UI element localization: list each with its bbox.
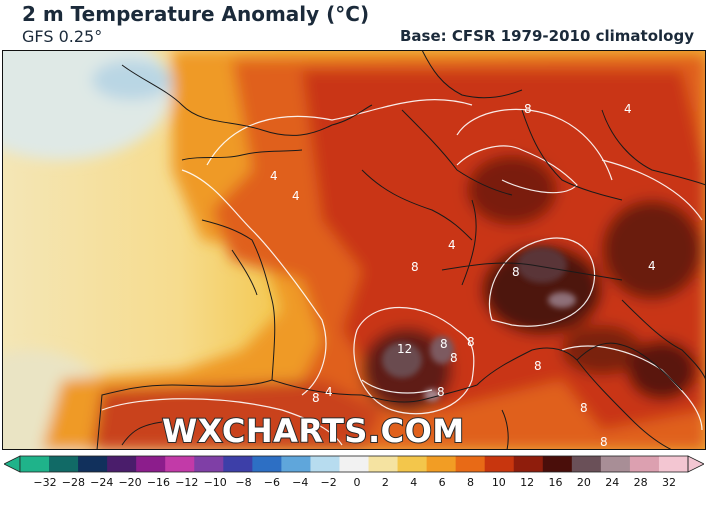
contour-label: 4 [648, 259, 656, 273]
colorbar-tick-label: 4 [410, 476, 418, 489]
contour-label: 8 [437, 385, 445, 399]
colorbar-tick-label: 16 [548, 476, 563, 489]
colorbar-swatch [542, 456, 573, 472]
contour-label: 8 [467, 335, 475, 349]
colorbar-swatch [281, 456, 311, 472]
anomaly-field: 4 4 4 4 4 4 8 8 8 8 8 8 8 8 8 8 8 12 WXC… [2, 50, 706, 450]
contour-label: 4 [292, 189, 300, 203]
colorbar-swatch [426, 456, 457, 472]
colorbar-tick-label: −16 [146, 476, 171, 489]
colorbar-swatch [629, 456, 660, 472]
contour-label: 8 [440, 337, 448, 351]
colorbar-tick-label: −24 [90, 476, 114, 489]
contour-label: 8 [600, 435, 608, 449]
colorbar-swatch [658, 456, 689, 472]
colorbar-swatch [136, 456, 166, 472]
colorbar-tick-label: −4 [292, 476, 309, 489]
colorbar-tick-label: 24 [605, 476, 620, 489]
colorbar-swatch [484, 456, 515, 472]
contour-label: 4 [325, 385, 333, 399]
colorbar-ticks: −32 −28 −24 −20 −16 −12 −10 −8 −6 −4 −2 0 2 4 6 8 10 12 16… [0, 476, 708, 496]
contour-labels: 4 4 4 4 4 4 8 8 8 8 8 8 8 8 8 8 8 12 [270, 102, 656, 449]
contour-label: 8 [450, 351, 458, 365]
colorbar-swatch [20, 456, 50, 472]
contour-label: 8 [580, 401, 588, 415]
colorbar-swatch [339, 456, 370, 472]
contour-label: 8 [534, 359, 542, 373]
colorbar-tick-label: 8 [466, 476, 474, 489]
colorbar-swatch [78, 456, 108, 472]
colorbar-swatch [194, 456, 224, 472]
colorbar-swatch [252, 456, 282, 472]
colorbar-swatch [455, 456, 486, 472]
colorbar-swatch [165, 456, 195, 472]
colorbar-tick-label: 28 [633, 476, 648, 489]
colorbar-arrow-left [4, 455, 21, 473]
colorbar-swatch [49, 456, 79, 472]
contour-label: 4 [448, 238, 456, 252]
contour-label: 4 [624, 102, 632, 116]
colorbar-tick-label: −28 [61, 476, 85, 489]
colorbar-tick-label: 2 [381, 476, 389, 489]
map-title: 2 m Temperature Anomaly (°C) [22, 2, 370, 26]
colorbar-tick-label: 20 [576, 476, 591, 489]
colorbar-tick-label: 10 [491, 476, 506, 489]
contour-lines [101, 99, 703, 446]
colorbar-tick-label: 6 [438, 476, 446, 489]
colorbar-tick-label: −2 [320, 476, 337, 489]
colorbar-tick-label: 32 [662, 476, 676, 489]
colorbar-tick-label: −12 [175, 476, 199, 489]
model-label: GFS 0.25° [22, 27, 103, 46]
colorbar-tick-label: −10 [203, 476, 227, 489]
colorbar-tick-label: −20 [118, 476, 142, 489]
temperature-anomaly-map: 4 4 4 4 4 4 8 8 8 8 8 8 8 8 8 8 8 12 WXC… [2, 50, 706, 450]
colorbar-swatch [600, 456, 631, 472]
colorbar-swatch [368, 456, 399, 472]
colorbar-swatch [513, 456, 544, 472]
colorbar [4, 455, 704, 473]
colorbar-swatch [310, 456, 340, 472]
colorbar-tick-label: 0 [353, 476, 361, 489]
colorbar-swatch [223, 456, 253, 472]
colorbar-tick-label: 12 [520, 476, 535, 489]
colorbar-tick-label: −8 [235, 476, 252, 489]
colorbar-swatch [397, 456, 428, 472]
colorbar-swatch [107, 456, 137, 472]
contour-label: 12 [397, 342, 412, 356]
contour-label: 8 [524, 102, 532, 116]
colorbar-tick-label: −32 [33, 476, 57, 489]
base-climatology-label: Base: CFSR 1979-2010 climatology [399, 27, 694, 45]
colorbar-swatch [571, 456, 602, 472]
colorbar-arrow-right [687, 455, 704, 473]
colorbar-tick-label: −6 [263, 476, 281, 489]
watermark: WXCHARTS.COM [162, 412, 465, 450]
contour-label: 4 [270, 169, 278, 183]
contour-label: 8 [411, 260, 419, 274]
coastlines-borders [96, 50, 706, 450]
contour-label: 8 [312, 391, 320, 405]
contour-label: 8 [512, 265, 520, 279]
